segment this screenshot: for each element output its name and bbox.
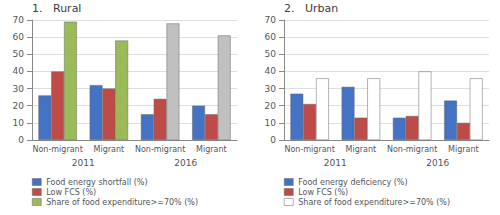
- svg-text:2011: 2011: [72, 158, 95, 168]
- svg-text:Migrant: Migrant: [94, 145, 125, 154]
- svg-text:2016: 2016: [426, 158, 449, 168]
- svg-text:50: 50: [13, 49, 25, 59]
- svg-text:30: 30: [265, 84, 277, 94]
- svg-text:2016: 2016: [174, 158, 197, 168]
- svg-text:2. Urban: 2. Urban: [284, 2, 338, 15]
- svg-text:Share of food expenditure>=70%: Share of food expenditure>=70% (%): [46, 198, 198, 207]
- svg-text:70: 70: [265, 15, 277, 25]
- svg-text:Low FCS (%): Low FCS (%): [46, 188, 96, 197]
- svg-text:Migrant: Migrant: [448, 145, 479, 154]
- svg-text:40: 40: [13, 66, 25, 76]
- svg-text:2011: 2011: [324, 158, 347, 168]
- svg-text:Non-migrant: Non-migrant: [135, 145, 185, 154]
- svg-text:0: 0: [270, 135, 276, 145]
- svg-text:50: 50: [265, 49, 277, 59]
- svg-text:60: 60: [265, 32, 277, 42]
- svg-text:20: 20: [265, 101, 277, 111]
- svg-text:10: 10: [13, 118, 25, 128]
- svg-text:20: 20: [13, 101, 25, 111]
- svg-text:60: 60: [13, 32, 25, 42]
- svg-text:0: 0: [18, 135, 24, 145]
- svg-text:Migrant: Migrant: [346, 145, 377, 154]
- svg-text:Share of food expenditure>=70%: Share of food expenditure>=70% (%): [298, 198, 450, 207]
- svg-text:10: 10: [265, 118, 277, 128]
- svg-text:Food energy shortfall (%): Food energy shortfall (%): [46, 178, 147, 187]
- svg-text:Non-migrant: Non-migrant: [32, 145, 82, 154]
- svg-text:Non-migrant: Non-migrant: [284, 145, 334, 154]
- svg-text:30: 30: [13, 84, 25, 94]
- svg-text:70: 70: [13, 15, 25, 25]
- svg-text:Food energy deficiency (%): Food energy deficiency (%): [298, 178, 407, 187]
- svg-text:Non-migrant: Non-migrant: [387, 145, 437, 154]
- svg-text:40: 40: [265, 66, 277, 76]
- svg-text:Migrant: Migrant: [196, 145, 227, 154]
- svg-text:1. Rural: 1. Rural: [32, 2, 81, 15]
- svg-text:Low FCS (%): Low FCS (%): [298, 188, 348, 197]
